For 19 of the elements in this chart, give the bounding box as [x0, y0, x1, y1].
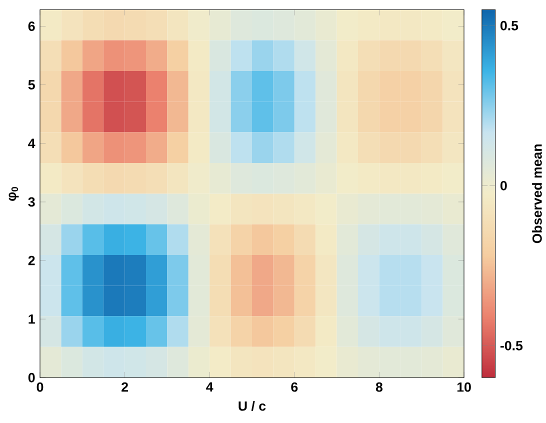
y-tick-label: 2	[28, 256, 35, 266]
x-tick-label: 4	[206, 382, 214, 392]
x-axis-title: U / c	[238, 400, 266, 411]
x-tick-label: 6	[291, 382, 298, 392]
y-tick-label: 3	[28, 197, 35, 207]
x-tick-label: 8	[376, 382, 382, 392]
color-bar-label: 0	[500, 180, 507, 190]
y-tick-label: 1	[28, 314, 35, 324]
x-tick-label: 0	[36, 382, 44, 392]
color-bar-title: Observed mean	[532, 144, 542, 244]
y-tick-label: 0	[28, 372, 35, 382]
y-tick-label: 6	[28, 22, 35, 31]
y-tick-label: 4	[28, 138, 36, 148]
y-axis-title: φ$_{0}$	[8, 187, 19, 201]
color-bar-label: -0.5	[500, 340, 523, 350]
y-tick-label: 5	[28, 80, 35, 90]
x-tick-label: 10	[457, 382, 471, 392]
color-bar-label: 0.5	[500, 20, 518, 30]
x-tick-label: 2	[122, 382, 128, 392]
